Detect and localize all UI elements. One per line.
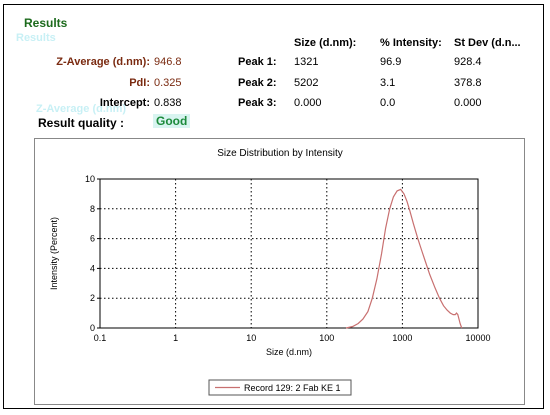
chart-svg: Size Distribution by Intensity 0.1 1 10 100…	[49, 148, 491, 396]
peak-1-stdev: 928.4	[454, 56, 482, 68]
pdi-label: PdI:	[129, 77, 150, 89]
result-quality-badge: Good	[153, 114, 191, 128]
legend-box	[208, 379, 352, 396]
peak-1-size: 1321	[294, 56, 319, 68]
ghost-results-text: Results	[16, 32, 56, 44]
chart-title: Size Distribution by Intensity	[217, 148, 343, 159]
peak-3-label: Peak 3:	[238, 97, 277, 109]
plot-area-frame	[99, 178, 479, 329]
y-tick-label: 6	[90, 234, 95, 244]
chart-grid	[100, 179, 478, 328]
chart-series	[345, 188, 463, 329]
legend-entry-label: Record 129: 2 Fab KE 1	[244, 383, 341, 393]
x-tick-label: 1	[173, 333, 178, 343]
results-panel: Results Results Z-Average (d.nm): 946.8 …	[3, 4, 544, 409]
col-header-intensity: % Intensity:	[380, 37, 442, 49]
intercept-label: Intercept:	[99, 97, 150, 109]
intercept-value: 0.838	[154, 97, 182, 109]
ghost-z-average-text: Z-Average (d.nm)	[36, 103, 127, 115]
results-title: Results	[24, 16, 68, 30]
result-quality-label: Result quality :	[38, 116, 125, 130]
y-axis-label: Intensity (Percent)	[49, 217, 59, 290]
size-distribution-chart: Size Distribution by Intensity 0.1 1 10 100…	[34, 138, 525, 405]
chart-legend: Record 129: 2 Fab KE 1	[208, 379, 352, 396]
peak-3-stdev: 0.000	[454, 97, 482, 109]
peak-1-intensity: 96.9	[380, 56, 402, 68]
col-header-stdev: St Dev (d.n...	[454, 37, 521, 49]
peak-2-intensity: 3.1	[380, 77, 396, 89]
x-tick-label: 1000	[392, 333, 412, 343]
peak-1-label: Peak 1:	[238, 56, 277, 68]
z-average-label: Z-Average (d.nm):	[56, 56, 150, 68]
chart-ticks: 0.1 1 10 100 1000 10000 0 2 4 6 8 10	[85, 174, 491, 343]
x-tick-label: 0.1	[94, 333, 107, 343]
y-tick-label: 8	[90, 204, 95, 214]
y-tick-label: 2	[90, 293, 95, 303]
y-tick-label: 10	[85, 174, 95, 184]
peak-2-stdev: 378.8	[454, 77, 482, 89]
peak-3-intensity: 0.0	[380, 97, 396, 109]
z-average-value: 946.8	[154, 56, 182, 68]
col-header-size: Size (d.nm):	[294, 37, 357, 49]
x-tick-label: 10	[246, 333, 256, 343]
peak-2-label: Peak 2:	[238, 77, 277, 89]
x-tick-label: 10000	[465, 333, 490, 343]
x-tick-label: 100	[319, 333, 334, 343]
y-tick-label: 0	[90, 323, 95, 333]
peak-2-size: 5202	[294, 77, 319, 89]
y-tick-label: 4	[90, 263, 95, 273]
series-line	[345, 188, 463, 329]
peak-3-size: 0.000	[294, 97, 322, 109]
pdi-value: 0.325	[154, 77, 182, 89]
x-axis-label: Size (d.nm)	[266, 347, 312, 357]
